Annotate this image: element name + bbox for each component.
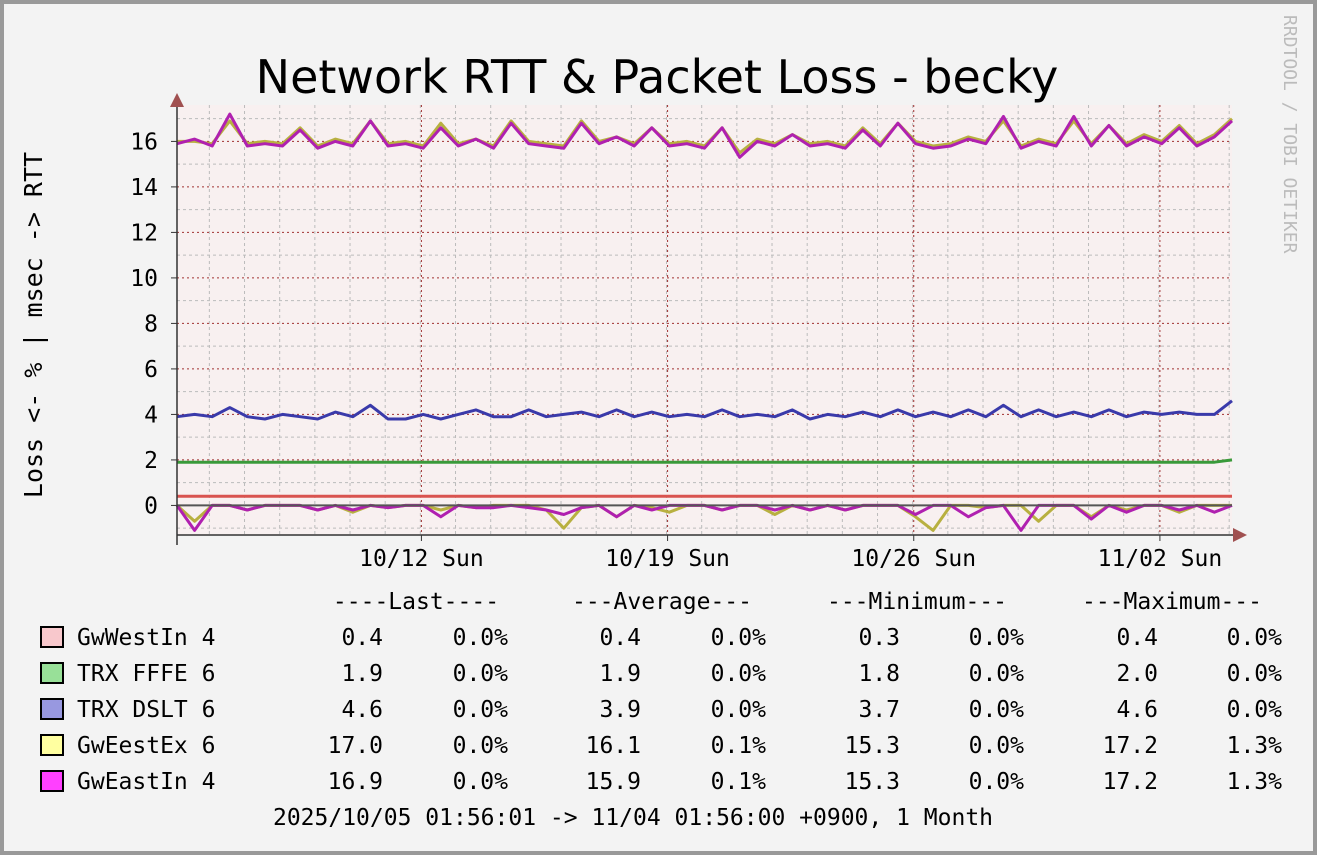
stat-value: 0.0% [453, 661, 509, 687]
stat-value: 15.3 [845, 733, 900, 759]
stat-value: 0.0% [453, 733, 509, 759]
rtt-line [177, 458, 1233, 464]
plot-area [177, 105, 1232, 535]
legend-swatch [40, 698, 64, 720]
stat-value: 0.0% [969, 733, 1025, 759]
stat-value: 16.1 [586, 733, 641, 759]
stat-value: 4.6 [341, 697, 383, 723]
legend-swatch [40, 626, 64, 648]
stat-header: ----Last---- [333, 589, 499, 615]
stat-header: ---Average--- [572, 589, 752, 615]
stat-value: 0.1% [711, 769, 767, 795]
y-axis-label: Loss <- % | msec -> RTT [19, 152, 48, 498]
watermark: RRDTOOL / TOBI OETIKER [1279, 15, 1300, 254]
stat-value: 0.0% [711, 625, 767, 651]
legend-swatch [40, 662, 64, 684]
y-tick-label: 8 [144, 311, 158, 337]
stat-value: 15.9 [586, 769, 641, 795]
stat-value: 2.0 [1116, 661, 1158, 687]
stat-value: 3.7 [858, 697, 900, 723]
stat-value: 0.0% [453, 697, 509, 723]
stat-value: 0.0% [969, 661, 1025, 687]
stat-value: 1.8 [858, 661, 900, 687]
stat-value: 1.3% [1227, 769, 1283, 795]
rtt-line [176, 112, 1234, 159]
stat-value: 0.0% [1227, 661, 1283, 687]
stat-value: 0.3 [858, 625, 900, 651]
series-lines [175, 112, 1234, 532]
y-tick-label: 4 [144, 402, 158, 428]
legend-label: GwEastIn 4 [77, 769, 215, 795]
chart-title: Network RTT & Packet Loss - becky [256, 50, 1059, 104]
y-tick-label: 10 [130, 266, 158, 292]
stat-value: 15.3 [845, 769, 900, 795]
stat-value: 1.9 [341, 661, 383, 687]
stat-value: 0.0% [969, 697, 1025, 723]
stat-value: 17.0 [328, 733, 383, 759]
stat-value: 0.0% [453, 625, 509, 651]
legend-swatch [40, 734, 64, 756]
x-tick-label: 10/12 Sun [359, 546, 484, 572]
y-tick-label: 2 [144, 448, 158, 474]
stat-value: 0.4 [599, 625, 641, 651]
legend-label: GwEestEx 6 [77, 733, 215, 759]
stat-value: 17.2 [1103, 769, 1158, 795]
stat-header: ---Maximum--- [1082, 589, 1262, 615]
stat-value: 0.0% [711, 697, 767, 723]
stat-header: ---Minimum--- [827, 589, 1007, 615]
y-tick-label: 12 [130, 220, 158, 246]
x-tick-label: 10/19 Sun [605, 546, 730, 572]
stat-value: 1.9 [599, 661, 641, 687]
stat-value: 0.1% [711, 733, 767, 759]
grid [171, 105, 1232, 541]
legend-label: TRX DSLT 6 [77, 697, 215, 723]
stat-value: 0.0% [453, 769, 509, 795]
stat-value: 0.4 [341, 625, 383, 651]
footer: 2025/10/05 01:56:01 -> 11/04 01:56:00 +0… [273, 805, 993, 831]
stat-value: 3.9 [599, 697, 641, 723]
x-tick-label: 11/02 Sun [1098, 546, 1223, 572]
stat-value: 1.3% [1227, 733, 1283, 759]
y-arrow [170, 93, 184, 107]
stat-value: 0.0% [711, 661, 767, 687]
y-tick-label: 6 [144, 357, 158, 383]
y-tick-label: 16 [130, 129, 158, 155]
rtt-line [176, 399, 1233, 421]
stat-value: 4.6 [1116, 697, 1158, 723]
stat-value: 0.0% [1227, 697, 1283, 723]
stat-value: 17.2 [1103, 733, 1158, 759]
legend-label: TRX FFFE 6 [77, 661, 215, 687]
stat-value: 0.0% [969, 625, 1025, 651]
stat-value: 16.9 [328, 769, 383, 795]
stat-value: 0.0% [1227, 625, 1283, 651]
y-tick-label: 14 [130, 175, 158, 201]
x-arrow [1233, 528, 1247, 542]
legend-swatch [40, 770, 64, 792]
stat-value: 0.0% [969, 769, 1025, 795]
legend-label: GwWestIn 4 [77, 625, 215, 651]
y-tick-label: 0 [144, 493, 158, 519]
x-tick-label: 10/26 Sun [851, 546, 976, 572]
stat-value: 0.4 [1116, 625, 1158, 651]
